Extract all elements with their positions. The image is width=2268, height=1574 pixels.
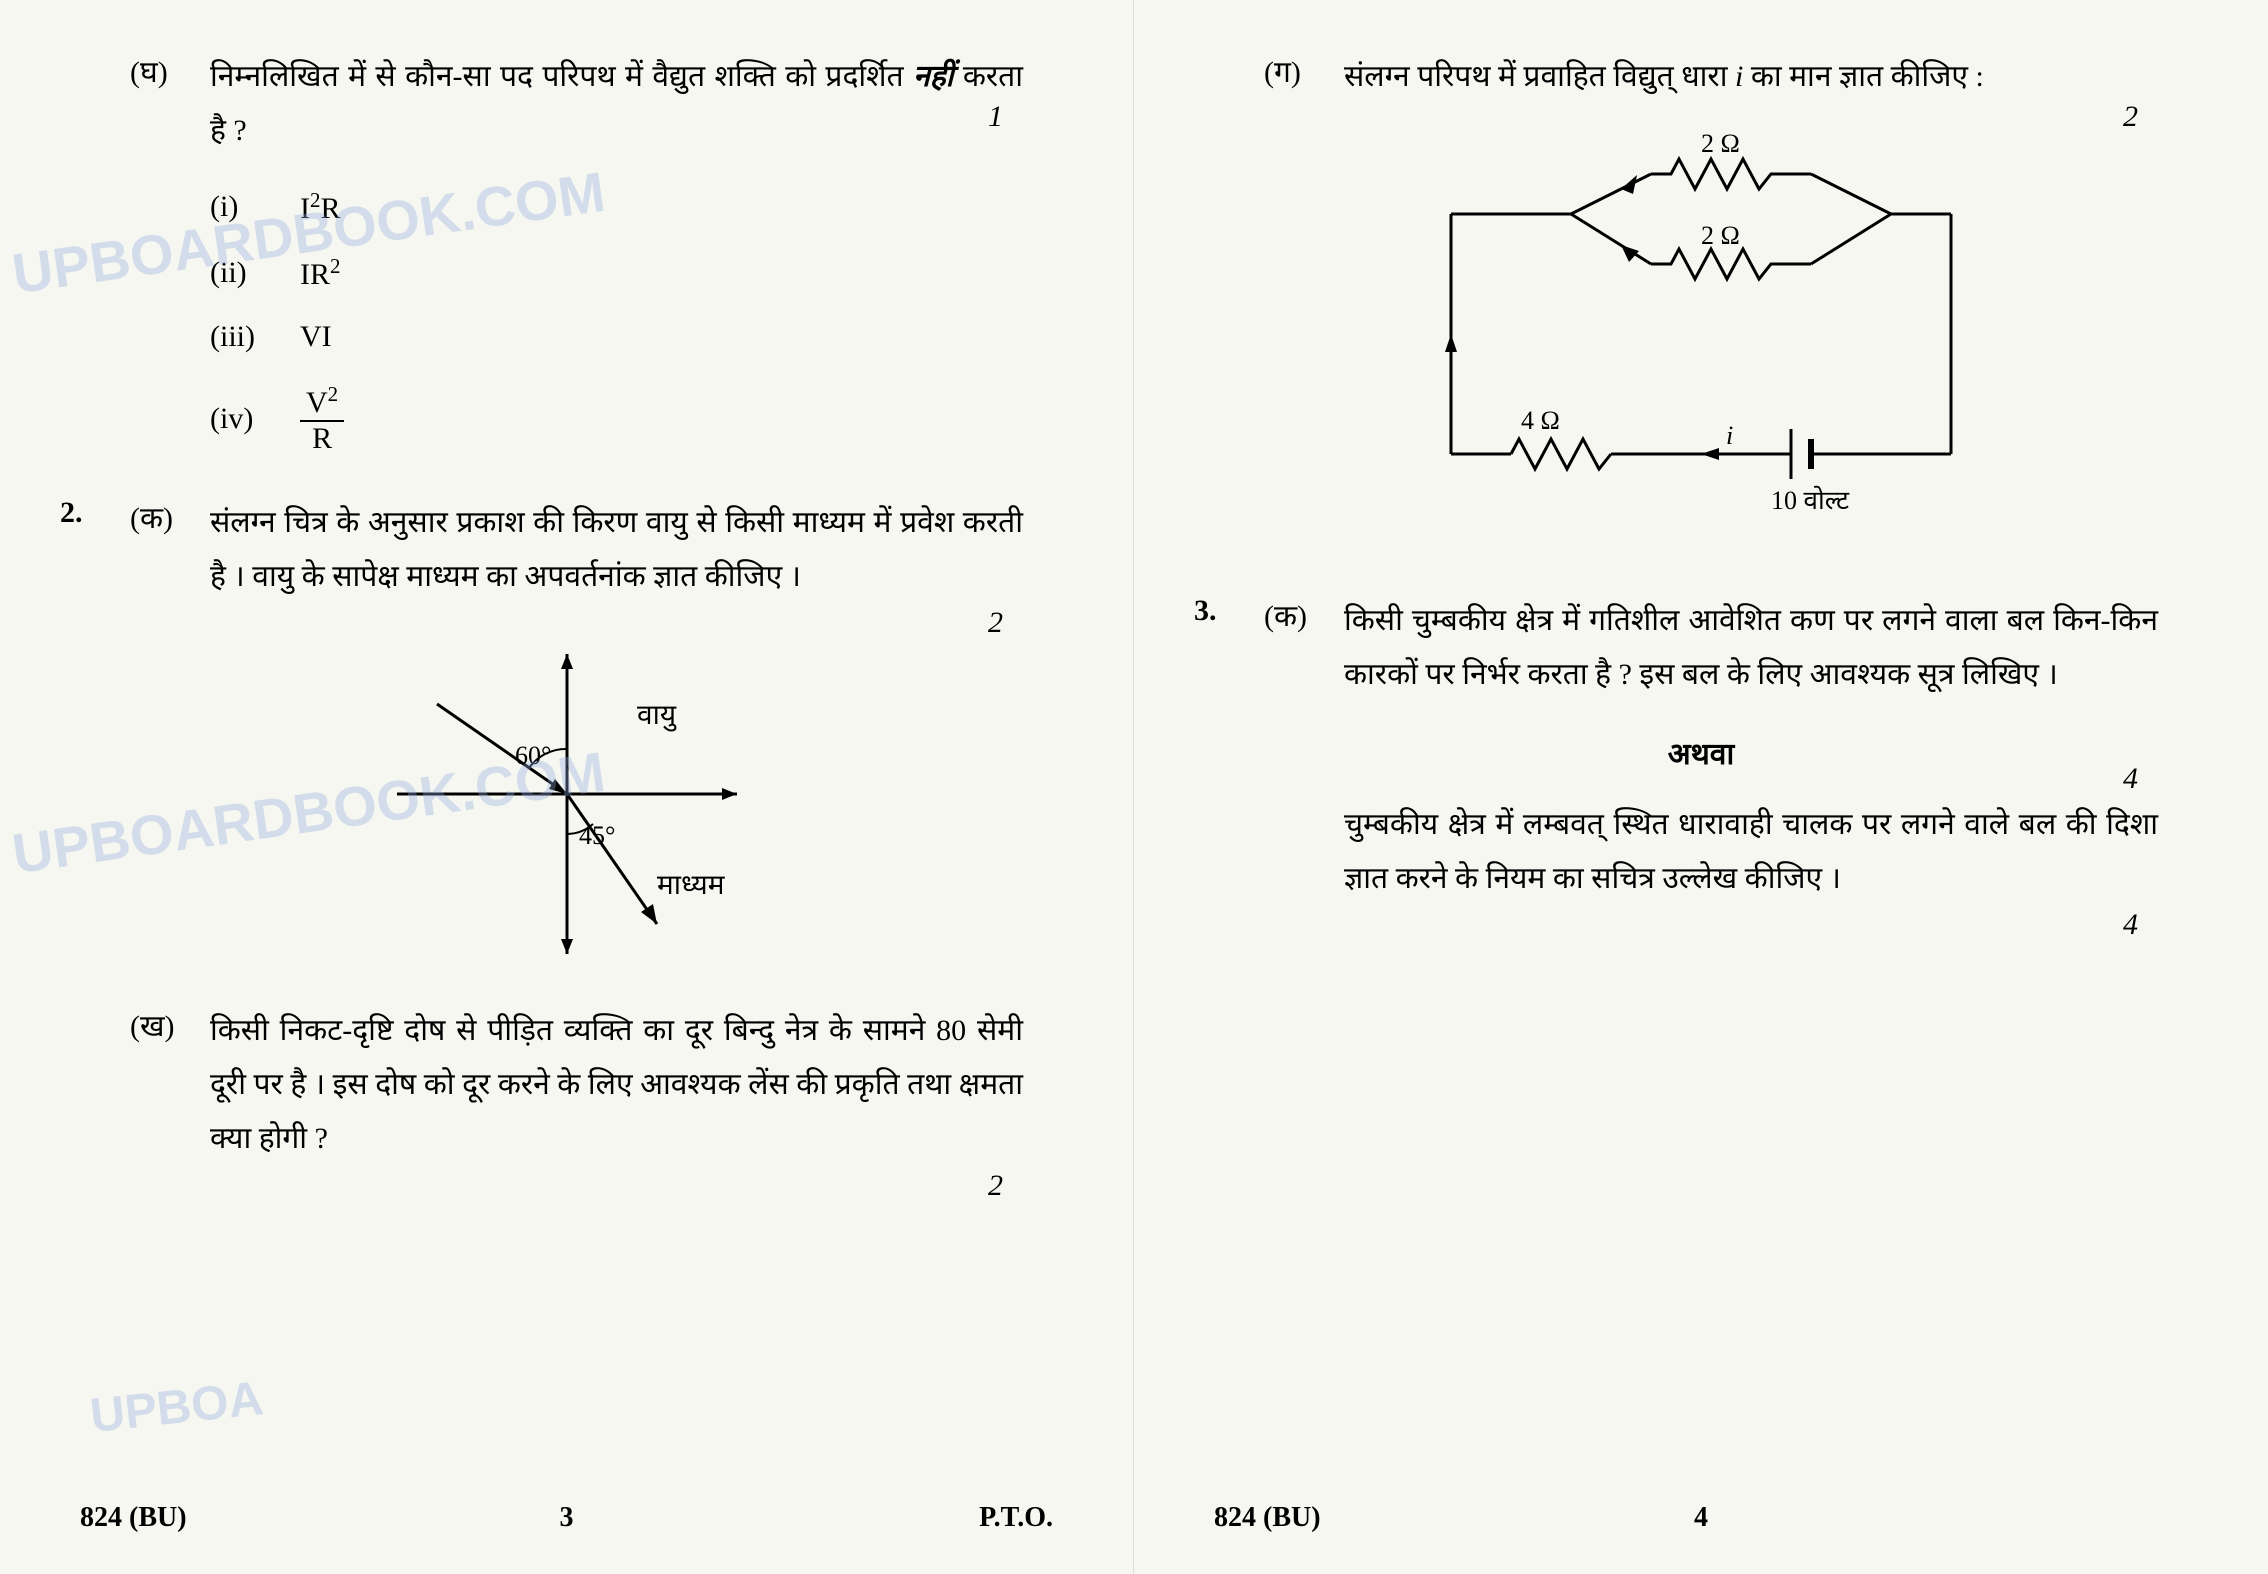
page-left: UPBOARDBOOK.COM UPBOARDBOOK.COM UPBOA (घ… — [0, 0, 1134, 1574]
q-number — [60, 50, 130, 158]
sub-label: (क) — [130, 496, 210, 604]
marks: 1 — [988, 100, 1003, 134]
question-3a-alt: चुम्बकीय क्षेत्र में लम्बवत् स्थित धाराव… — [1194, 798, 2208, 906]
svg-text:10 वोल्ट: 10 वोल्ट — [1771, 485, 1850, 514]
page-number: 4 — [1694, 1502, 1708, 1534]
question-2c: (ग) संलग्न परिपथ में प्रवाहित विद्युत् ध… — [1194, 50, 2208, 104]
q-number — [1194, 50, 1264, 104]
paper-code: 824 (BU) — [80, 1502, 187, 1534]
marks: 2 — [988, 1169, 1003, 1203]
svg-text:60°: 60° — [515, 741, 551, 770]
q-number: 2. — [60, 496, 130, 604]
refraction-diagram: 60° 45° वायु माध्यम — [60, 634, 1073, 974]
marks: 4 — [2123, 908, 2138, 942]
option-iv: (iv) V2R — [210, 382, 1073, 456]
question-2a: 2. (क) संलग्न चित्र के अनुसार प्रकाश की … — [60, 496, 1073, 604]
option-value: IR2 — [300, 254, 341, 292]
option-ii: (ii) IR2 — [210, 254, 1073, 292]
question-text: किसी निकट-दृष्टि दोष से पीड़ित व्यक्ति क… — [210, 1004, 1073, 1166]
q-number: 3. — [1194, 594, 1264, 702]
svg-text:2 Ω: 2 Ω — [1701, 134, 1740, 158]
sub-label: (ख) — [130, 1004, 210, 1166]
paper-code: 824 (BU) — [1214, 1502, 1321, 1534]
sub-label — [1264, 798, 1344, 906]
option-label: (iii) — [210, 320, 300, 354]
question-2b: (ख) किसी निकट-दृष्टि दोष से पीड़ित व्यक्… — [60, 1004, 1073, 1166]
pto: P.T.O. — [979, 1502, 1053, 1534]
watermark: UPBOA — [88, 1371, 266, 1444]
sub-label: (घ) — [130, 50, 210, 158]
page-footer: 824 (BU) 4 — [1134, 1502, 2268, 1534]
option-iii: (iii) VI — [210, 320, 1073, 354]
question-text: निम्नलिखित में से कौन-सा पद परिपथ में वै… — [210, 50, 1073, 158]
option-label: (ii) — [210, 256, 300, 290]
q-number — [1194, 798, 1264, 906]
page-footer: 824 (BU) 3 P.T.O. — [0, 1502, 1133, 1534]
q-number — [60, 1004, 130, 1166]
marks: 2 — [988, 606, 1003, 640]
page-number: 3 — [560, 1502, 574, 1534]
svg-text:माध्यम: माध्यम — [657, 870, 726, 901]
page-right: (ग) संलग्न परिपथ में प्रवाहित विद्युत् ध… — [1134, 0, 2268, 1574]
option-value: I2R — [300, 188, 341, 226]
options-list: (i) I2R (ii) IR2 (iii) VI (iv) V2R — [210, 188, 1073, 456]
option-label: (iv) — [210, 402, 300, 436]
svg-text:i: i — [1726, 421, 1733, 450]
sub-label: (ग) — [1264, 50, 1344, 104]
sub-label: (क) — [1264, 594, 1344, 702]
question-3a: 3. (क) किसी चुम्बकीय क्षेत्र में गतिशील … — [1194, 594, 2208, 702]
svg-text:वायु: वायु — [637, 700, 677, 732]
question-text: किसी चुम्बकीय क्षेत्र में गतिशील आवेशित … — [1344, 594, 2208, 702]
option-value: V2R — [300, 382, 344, 456]
marks: 2 — [2123, 100, 2138, 134]
circuit-diagram: 2 Ω 2 Ω 4 Ω i 10 वोल्ट — [1194, 134, 2208, 514]
question-text: संलग्न चित्र के अनुसार प्रकाश की किरण वा… — [210, 496, 1073, 604]
question-text: चुम्बकीय क्षेत्र में लम्बवत् स्थित धाराव… — [1344, 798, 2208, 906]
svg-text:45°: 45° — [579, 821, 615, 850]
option-i: (i) I2R — [210, 188, 1073, 226]
option-label: (i) — [210, 190, 300, 224]
question-1d: (घ) निम्नलिखित में से कौन-सा पद परिपथ मे… — [60, 50, 1073, 158]
marks: 4 — [2123, 762, 2138, 796]
or-label: अथवा — [1194, 732, 2208, 773]
svg-text:4 Ω: 4 Ω — [1521, 406, 1560, 435]
svg-text:2 Ω: 2 Ω — [1701, 221, 1740, 250]
option-value: VI — [300, 320, 332, 354]
question-text: संलग्न परिपथ में प्रवाहित विद्युत् धारा … — [1344, 50, 2208, 104]
